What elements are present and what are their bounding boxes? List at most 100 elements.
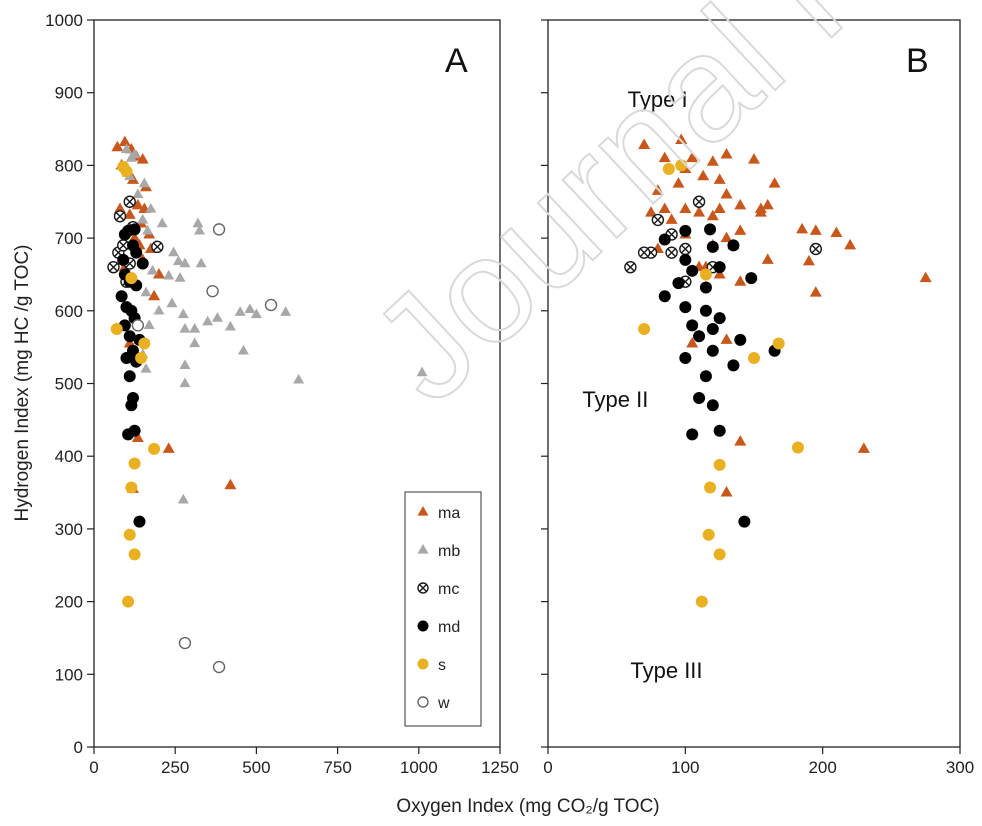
data-point-s [128,457,141,470]
x-tick-label: 0 [543,758,552,777]
data-point-mb [140,286,152,297]
data-point-mc [665,246,678,259]
data-point-md [672,277,685,290]
data-point-ma [651,184,664,195]
data-point-ma [761,253,774,264]
data-point-ma [761,198,774,210]
data-point-mb [120,143,132,154]
data-point-s [138,337,151,350]
data-point-ma [809,224,822,235]
data-point-ma [128,231,141,243]
data-point-w [178,636,192,650]
data-point-ma [720,187,733,199]
data-point-ma [734,224,747,235]
data-point-md [706,322,719,335]
data-point-mb [189,323,201,333]
panel-b-points [624,133,932,608]
data-point-mb [280,306,292,316]
data-point-ma [713,267,726,279]
data-point-ma [809,286,822,297]
data-point-s [125,272,138,285]
data-point-ma [754,206,767,217]
data-point-s [123,528,136,541]
data-point-md [658,290,671,303]
data-point-mb [179,377,191,388]
data-point-mb [179,257,191,268]
data-point-md [706,399,719,412]
data-point-ma [672,177,685,188]
data-point-s [148,442,161,455]
panel-a-y-ticks: 0 100 200 300 400 500 600 700 800 900 1000 [45,11,94,757]
data-point-md [713,424,726,437]
data-point-md [699,281,712,294]
data-point-s [695,595,708,608]
x-tick-label: 250 [161,758,189,777]
legend-marker-s [417,658,429,670]
data-point-s [791,441,804,454]
data-point-ma [686,337,699,348]
data-point-mb [172,255,184,266]
data-point-mb [250,308,262,319]
data-point-mb [293,373,305,384]
y-tick-label: 400 [55,447,83,466]
data-point-ma [720,486,733,497]
data-point-mc [679,242,692,256]
data-point-md [679,352,692,365]
data-point-mb [129,148,141,159]
legend-label-ma: ma [438,505,460,522]
data-point-ma [679,202,692,214]
data-point-mb [224,320,236,331]
y-tick-label: 300 [55,520,83,539]
y-tick-label: 700 [55,229,83,248]
data-point-w [212,223,226,236]
data-point-mb [202,315,214,326]
panel-a-label: A [445,42,468,80]
data-point-mc [107,260,120,274]
data-point-s [704,481,717,494]
data-point-s [748,352,760,365]
kerogen-type-label: Type I [628,87,688,112]
data-point-mc [651,213,665,227]
data-point-md [706,344,719,357]
x-tick-label: 750 [323,758,351,777]
y-tick-label: 200 [55,593,83,612]
data-point-ma [686,151,699,163]
data-point-ma [638,138,651,150]
data-point-ma [136,153,149,164]
data-point-md [125,399,138,412]
data-point-ma [734,435,747,446]
y-tick-label: 800 [55,156,83,175]
data-point-ma [658,202,671,214]
data-point-s [135,352,148,365]
data-point-mb [137,213,149,224]
data-point-s [772,337,785,350]
data-point-md [686,319,699,332]
data-point-mb [156,217,168,228]
x-tick-label: 1250 [481,758,519,777]
data-point-s [662,163,675,176]
legend-marker-md [417,620,429,632]
data-point-ma [697,169,710,181]
data-point-s [699,268,712,281]
data-point-ma [857,442,870,453]
x-tick-label: 500 [242,758,270,777]
data-point-md [679,224,692,237]
legend-marker-w [417,696,429,708]
data-point-mb [179,323,191,333]
data-point-ma [919,271,932,283]
data-point-ma [645,206,657,217]
data-point-md [679,253,692,266]
x-axis-title: Oxygen Index (mg CO₂/g TOC) [396,796,659,817]
data-point-mc [151,240,164,254]
data-point-mb [194,224,206,235]
legend-label-mb: mb [438,543,460,560]
panel-b: 0 100 200 300 Type I Type II Type III B [541,19,974,777]
data-point-md [738,515,751,528]
y-tick-label: 0 [74,738,83,757]
data-point-md [713,312,726,325]
data-point-w [206,284,219,298]
data-point-s [120,165,133,178]
data-point-s [713,548,726,561]
y-tick-label: 1000 [45,11,83,30]
data-point-md [120,352,133,365]
